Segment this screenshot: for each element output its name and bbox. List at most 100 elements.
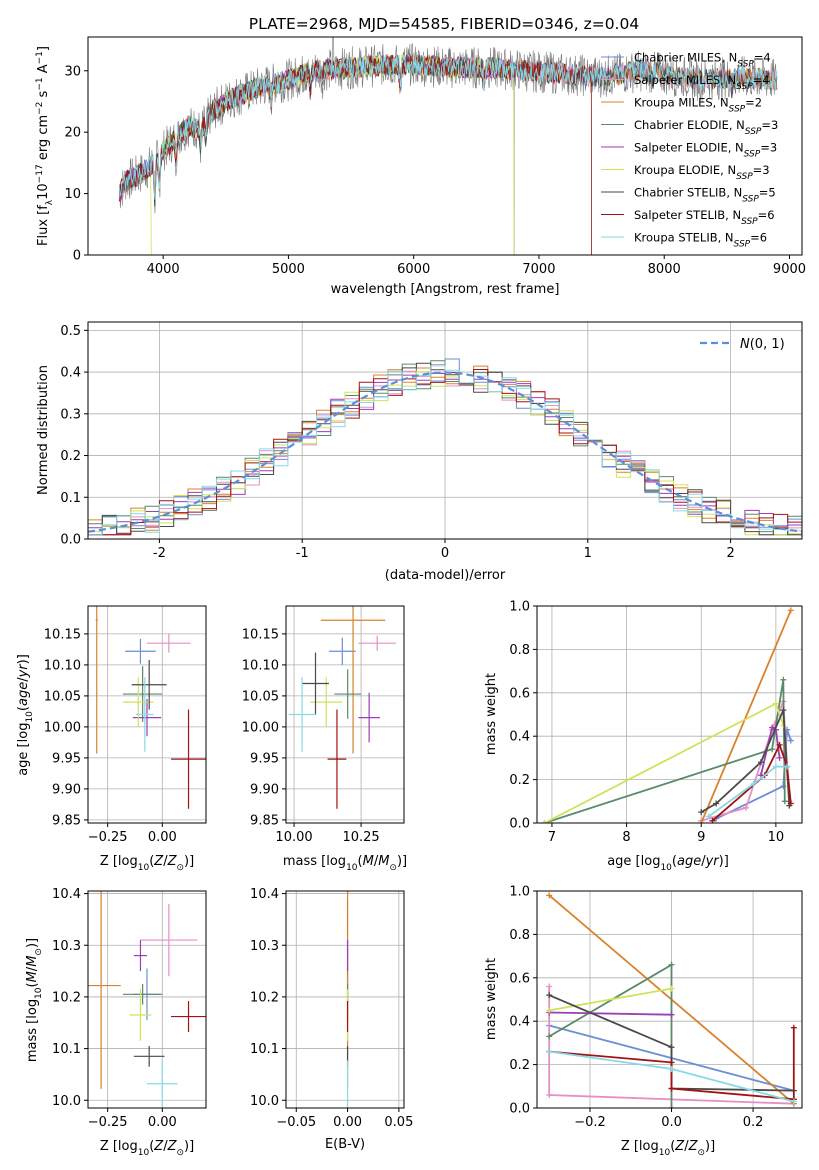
weight-marker <box>546 1007 553 1014</box>
y-tick-label: 10.15 <box>44 627 81 642</box>
errorbar-kroupa-stelib <box>288 677 316 752</box>
legend-label: N(0, 1) <box>740 337 785 352</box>
spectrum-panel: 4000 5000 6000 7000 8000 9000 0 10 20 30 Chabrier … <box>35 36 806 297</box>
legend-label: Salpeter ELODIE, NSSP=3 <box>634 141 777 160</box>
weight_vs_age-grid <box>537 605 802 824</box>
legend-label: Chabrier STELIB, NSSP=5 <box>634 186 776 205</box>
y-tick-label: 0.0 <box>509 1102 530 1117</box>
weight-marker <box>546 1033 553 1040</box>
legend-label: Salpeter MILES, NSSP=4 <box>634 73 770 92</box>
y-tick-label: 10.15 <box>242 627 279 642</box>
normal-reference-curve <box>88 371 802 533</box>
weight_vs_Z-grid <box>537 890 802 1109</box>
y-tick-label: 1.0 <box>509 600 530 615</box>
weight-marker <box>787 800 794 807</box>
errorbar-kroupa-stelib <box>136 677 154 752</box>
weight-marker <box>546 992 553 999</box>
errorbar-salpeter-elodie <box>358 692 380 743</box>
y-tick-label: 9.90 <box>52 782 81 797</box>
y-tick-label: 0.6 <box>509 686 530 701</box>
weight_vs_Z-plot-area <box>546 892 797 1108</box>
x-tick-label: 8 <box>622 830 630 845</box>
age_vs_Z-grid <box>88 606 206 823</box>
errorbar-chabrier-stelib <box>302 652 329 715</box>
legend-label: Kroupa STELIB, NSSP=6 <box>634 231 767 250</box>
y-tick-label: 10.05 <box>44 689 81 704</box>
y-tick-label: 10.4 <box>250 887 279 902</box>
histogram-salpeter-stelib <box>88 369 802 536</box>
mass_vs_ebv-panel: −0.05 0.00 0.05 10.0 10.1 10.2 10.3 10.4 E(B-V) <box>250 887 413 1152</box>
spectrum-model-line-salpeter-stelib <box>119 54 592 255</box>
errorbar-salpeter-elodie <box>132 699 162 737</box>
mass_vs_Z-plot-area <box>88 891 206 1107</box>
weight-marker <box>668 1059 675 1066</box>
errorbar-kroupa-miles <box>320 606 386 754</box>
age_vs_mass-panel: 10.00 10.25 9.85 9.90 9.95 10.00 10.05 10.10 10.… <box>242 605 407 873</box>
y-tick-label: 0.2 <box>509 773 530 788</box>
x-tick-label: 10.00 <box>275 830 312 845</box>
weight-marker <box>668 961 675 968</box>
legend-label: Chabrier MILES, NSSP=4 <box>634 51 771 70</box>
y-tick-label: 9.90 <box>250 782 279 797</box>
y-tick-label: 0.4 <box>509 1015 530 1030</box>
errorbar-salpeter-miles <box>140 903 198 977</box>
y-tick-label: 0.4 <box>60 366 81 381</box>
x-tick-label: 0.00 <box>333 1115 362 1130</box>
x-tick-label: 4000 <box>147 262 180 277</box>
errorbar-kroupa-elodie <box>129 989 152 1041</box>
x-tick-label: −0.25 <box>88 830 128 845</box>
residuals-plot-area <box>88 358 802 536</box>
y-tick-label: 10.2 <box>250 990 279 1005</box>
age-vs-z-ylabel: age [log10(age/yr)] <box>16 654 35 776</box>
x-tick-label: 7 <box>548 830 556 845</box>
weight_vs_Z-panel: −0.2 0.0 0.2 0.0 0.2 0.4 0.6 0.8 1.0 Z [log10(Z/Z… <box>484 885 803 1158</box>
y-tick-label: 10.2 <box>52 990 81 1005</box>
weight-line-kroupa-miles <box>698 607 794 823</box>
weight-line-salpeter-elodie <box>546 1009 675 1018</box>
x-tick-label: 0.0 <box>661 1115 682 1130</box>
weight-line-chabrier-elodie <box>546 961 675 1108</box>
errorbar-chabrier-stelib <box>131 659 167 710</box>
weight-marker <box>772 763 779 770</box>
x-tick-label: 10.25 <box>342 830 379 845</box>
weight-marker <box>781 798 788 805</box>
mass_vs_Z-frame <box>87 890 207 1109</box>
spectrum-plot-area <box>118 37 778 255</box>
weight_vs_age-frame <box>536 605 803 824</box>
x-tick-label: 9 <box>697 830 705 845</box>
y-tick-label: 10.00 <box>44 720 81 735</box>
weight-marker <box>713 800 720 807</box>
y-tick-label: 30 <box>64 64 81 79</box>
mass-vs-ebv-xlabel: E(B-V) <box>325 1137 365 1152</box>
weight-line-kroupa-elodie <box>541 700 787 823</box>
residuals-ylabel: Normed distribution <box>36 365 51 495</box>
legend-label: Kroupa ELODIE, NSSP=3 <box>634 163 770 182</box>
x-tick-label: 9000 <box>773 262 806 277</box>
x-tick-label: 0.00 <box>148 1115 177 1130</box>
weight-marker <box>546 1091 553 1098</box>
y-tick-label: 10.0 <box>52 1094 81 1109</box>
legend-label: Chabrier ELODIE, NSSP=3 <box>634 118 778 137</box>
weight-marker <box>780 676 787 683</box>
x-tick-label: 7000 <box>522 262 555 277</box>
weight-vs-age-xlabel: age [log10(age/yr)] <box>607 854 729 873</box>
errorbar-kroupa-miles <box>95 606 98 754</box>
errorbar-salpeter-miles <box>147 633 191 653</box>
figure-title: PLATE=2968, MJD=54585, FIBERID=0346, z=0… <box>249 15 639 33</box>
y-tick-label: 10.1 <box>52 1042 81 1057</box>
y-tick-label: 10.0 <box>250 1094 279 1109</box>
y-tick-label: 10.4 <box>52 887 81 902</box>
age_vs_Z-panel: −0.25 0.00 9.85 9.90 9.95 10.00 10.05 10.10 10.1… <box>16 605 207 873</box>
weight-marker <box>668 1065 675 1072</box>
age-vs-z-xlabel: Z [log10(Z/Z⊙)] <box>100 854 194 873</box>
weight-marker <box>668 985 675 992</box>
weight-marker <box>698 820 705 823</box>
weight-marker <box>780 707 787 714</box>
y-tick-label: 10.10 <box>44 658 81 673</box>
y-tick-label: 0.1 <box>60 491 81 506</box>
y-tick-label: 0.2 <box>509 1058 530 1073</box>
residuals-legend: N(0, 1) <box>700 337 785 352</box>
x-tick-label: 0 <box>441 546 449 561</box>
age_vs_Z-plot-area <box>95 606 206 809</box>
